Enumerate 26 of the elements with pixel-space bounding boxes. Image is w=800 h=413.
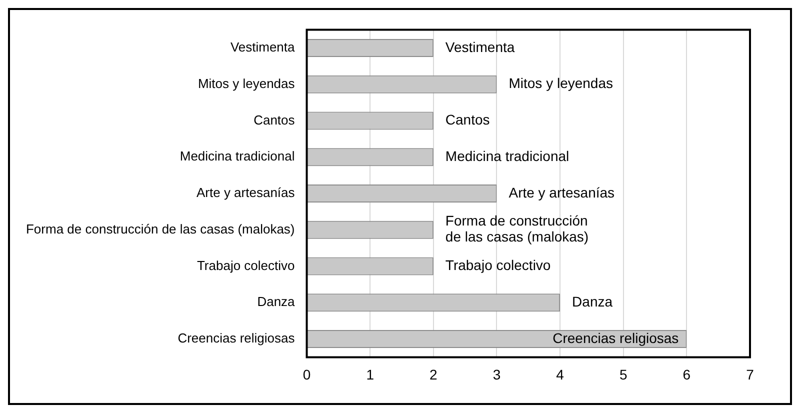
x-tick-label: 3 xyxy=(492,366,501,382)
y-tick-label: Forma de construcción de las casas (malokas) xyxy=(26,221,295,236)
data-label: Forma de construcción de las casas (malokas) xyxy=(445,212,589,245)
x-tick-label: 4 xyxy=(556,366,564,382)
data-label: Danza xyxy=(572,293,613,310)
data-label: Vestimenta xyxy=(445,38,515,55)
y-tick-label: Danza xyxy=(257,294,296,310)
x-tick-label: 1 xyxy=(366,366,374,382)
data-label: Cantos xyxy=(445,112,490,128)
x-tick-label: 0 xyxy=(302,366,311,382)
data-label: Arte y artesanías xyxy=(508,184,615,200)
data-label: Mitos y leyendas xyxy=(508,75,614,92)
y-tick-label: Cantos xyxy=(254,112,296,128)
x-tick-label: 6 xyxy=(682,366,691,382)
y-tick-label: Creencias religiosas xyxy=(178,330,296,346)
y-tick-label: Mitos y leyendas xyxy=(198,76,296,91)
data-label: Creencias religiosas xyxy=(552,330,679,346)
x-tick-label: 7 xyxy=(746,366,754,382)
x-tick-label: 2 xyxy=(430,366,438,382)
x-tick-label: 5 xyxy=(619,366,628,382)
y-tick-label: Vestimenta xyxy=(230,40,296,55)
y-tick-label: Arte y artesanías xyxy=(196,185,296,200)
data-label: Medicina tradicional xyxy=(445,148,570,164)
data-label: Trabajo colectivo xyxy=(445,257,551,274)
y-tick-label: Medicina tradicional xyxy=(180,148,295,164)
y-tick-label: Trabajo colectivo xyxy=(196,258,295,273)
